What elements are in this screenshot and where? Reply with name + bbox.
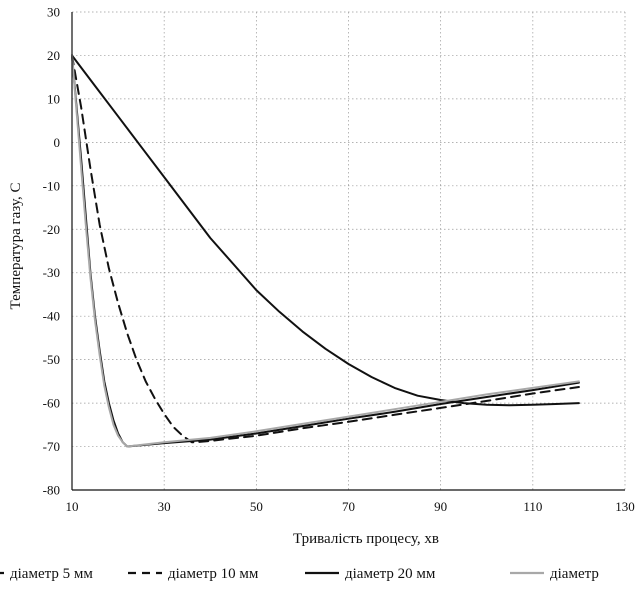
y-tick-label: -70 — [43, 439, 60, 454]
axis-ticks: 30 20 10 0 -10 -20 -30 -40 -50 -60 -70 -80 10 30 50 70 9… — [43, 5, 635, 515]
legend-label: діаметр 20 мм — [345, 566, 436, 582]
y-tick-label: -80 — [43, 483, 60, 498]
series-line — [71, 54, 580, 407]
y-tick-label: 20 — [47, 48, 60, 63]
y-tick-label: -60 — [43, 396, 60, 411]
y-tick-label: -20 — [43, 222, 60, 237]
x-tick-label: 70 — [342, 499, 355, 514]
plot-frame — [71, 12, 625, 491]
y-tick-label: -10 — [43, 178, 60, 193]
series-line — [71, 54, 580, 448]
legend: діаметр 5 мм діаметр 10 мм діаметр 20 мм ді… — [0, 566, 599, 582]
series-line — [71, 54, 580, 444]
legend-label: діаметр — [550, 566, 599, 582]
y-tick-label: 0 — [54, 135, 61, 150]
x-tick-label: 50 — [250, 499, 263, 514]
y-tick-label: 10 — [47, 91, 60, 106]
x-axis-title: Тривалість процесу, хв — [293, 531, 439, 547]
x-tick-label: 30 — [158, 499, 171, 514]
x-tick-label: 90 — [434, 499, 447, 514]
x-tick-label: 130 — [615, 499, 635, 514]
y-tick-label: -50 — [43, 352, 60, 367]
x-tick-label: 110 — [523, 499, 542, 514]
y-tick-label: -40 — [43, 309, 60, 324]
legend-label: діаметр 5 мм — [10, 566, 93, 582]
legend-label: діаметр 10 мм — [168, 566, 259, 582]
y-tick-label: 30 — [47, 5, 60, 20]
y-axis-title: Температура газу, С — [8, 183, 24, 310]
series-line — [71, 54, 580, 448]
y-tick-label: -30 — [43, 265, 60, 280]
x-tick-label: 10 — [66, 499, 79, 514]
series-lines — [71, 54, 580, 448]
